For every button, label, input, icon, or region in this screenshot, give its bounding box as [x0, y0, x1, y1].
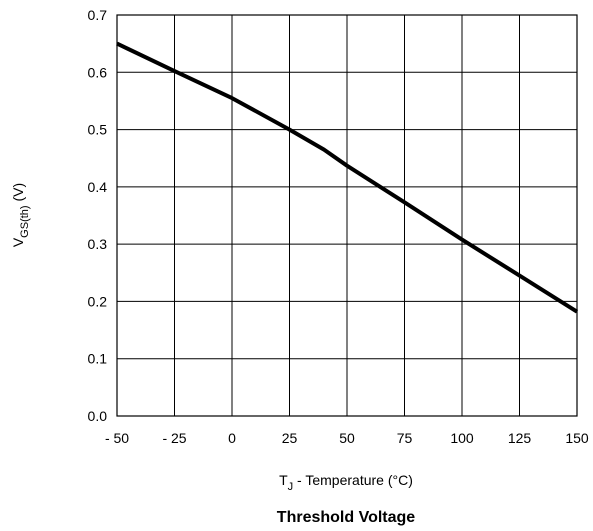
x-tick-label: 50 [339, 430, 355, 446]
x-tick-label: 125 [508, 430, 532, 446]
x-tick-label: - 50 [105, 430, 129, 446]
y-tick-label: 0.2 [88, 293, 108, 309]
y-tick-label: 0.6 [88, 64, 108, 80]
x-axis-label: TJ - Temperature (°C) [279, 472, 413, 493]
y-tick-label: 0.7 [88, 7, 108, 23]
y-tick-label: 0.3 [88, 236, 108, 252]
x-tick-label: 25 [282, 430, 298, 446]
y-tick-label: 0.5 [88, 122, 108, 138]
x-tick-label: 0 [228, 430, 236, 446]
y-axis-label: VGS(th) (V) [10, 183, 31, 247]
x-tick-label: - 25 [162, 430, 186, 446]
y-tick-label: 0.0 [88, 408, 108, 424]
y-tick-labels: 0.0 0.1 0.2 0.3 0.4 0.5 0.6 0.7 [88, 7, 108, 424]
y-tick-label: 0.4 [88, 179, 108, 195]
y-tick-label: 0.1 [88, 351, 108, 367]
x-tick-label: 150 [565, 430, 589, 446]
series-line-0 [116, 41, 579, 314]
plot-frame [116, 14, 578, 417]
x-tick-labels: - 50 - 25 0 25 50 75 100 125 150 [105, 430, 589, 446]
chart-title: Threshold Voltage [277, 509, 415, 526]
series-layer [116, 41, 579, 314]
x-tick-label: 75 [397, 430, 413, 446]
x-tick-label: 100 [450, 430, 474, 446]
